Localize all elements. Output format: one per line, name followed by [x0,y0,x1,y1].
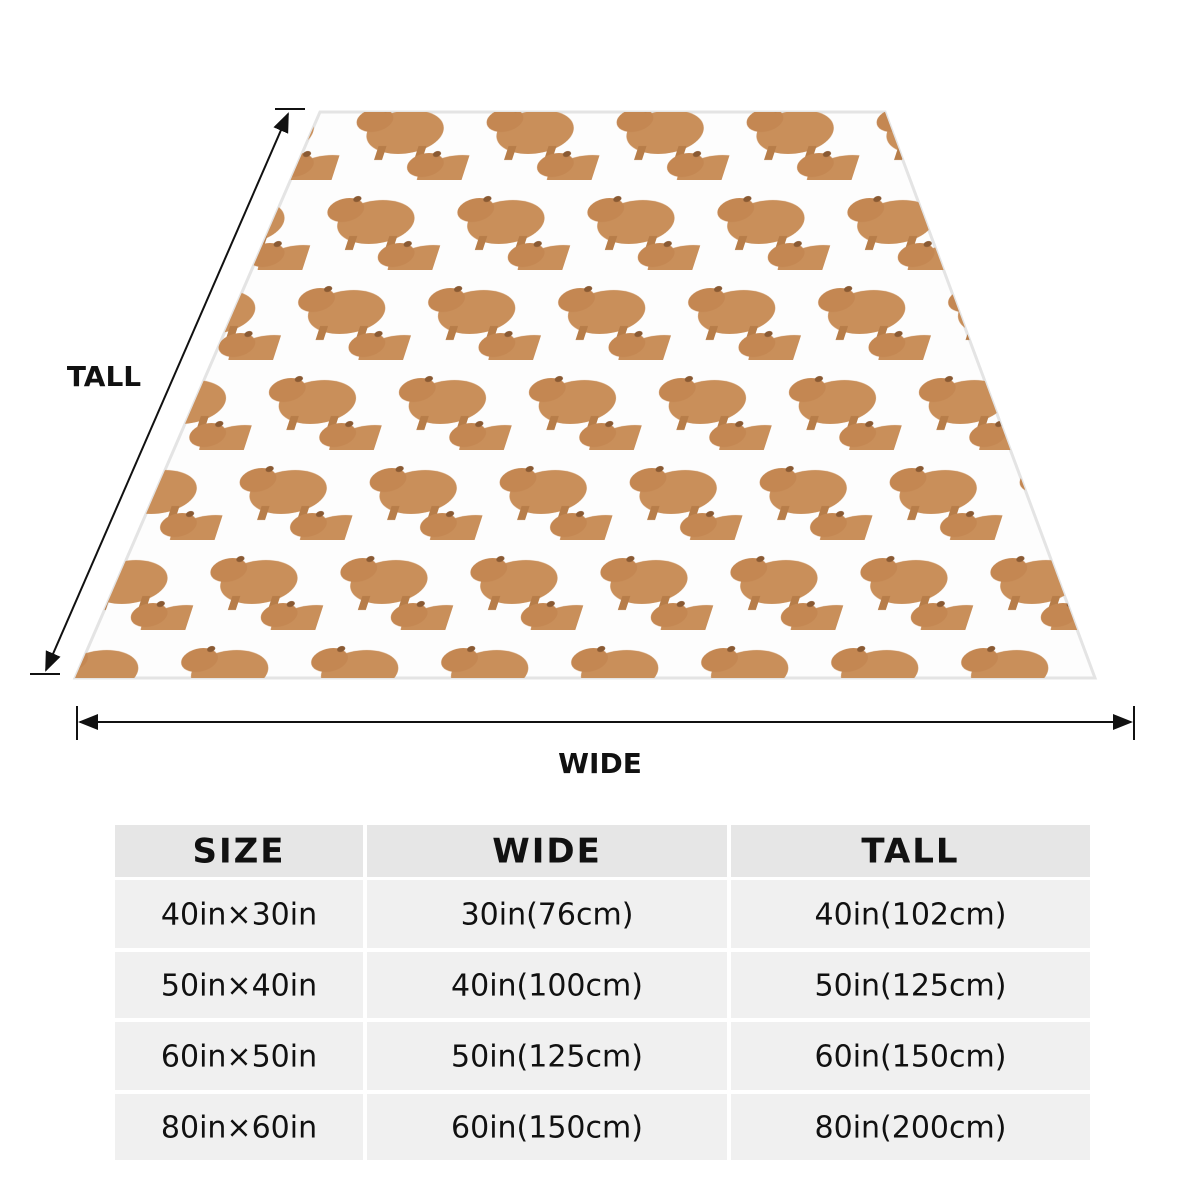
table-cell [367,825,727,877]
cell-text: 60in(150cm) [451,1111,643,1146]
dimension-arrows [30,108,1135,740]
cell-text: 40in(102cm) [815,898,1007,933]
table-cell [731,880,1090,948]
wide-label: WIDE [558,747,642,780]
header-cell-text: SIZE [192,832,285,872]
cell-text: 80in(200cm) [815,1111,1007,1146]
table-cell [731,1094,1090,1160]
cell-text: 60in×50in [161,1040,317,1075]
table-cell [367,952,727,1018]
table-cell [731,1022,1090,1090]
table-cell [115,1094,363,1160]
cell-text: 40in(100cm) [451,969,643,1004]
cell-text: 50in(125cm) [815,969,1007,1004]
table-cell [367,1094,727,1160]
table-cell [115,952,363,1018]
cell-text: 40in×30in [161,898,317,933]
cell-text: 80in×60in [161,1111,317,1146]
cell-text: 50in(125cm) [451,1040,643,1075]
table-cell [115,1022,363,1090]
size-table: SIZE WIDE TALL 40in×30in 30in(76cm) 40in(102c… [115,825,1090,1160]
table-cell [115,880,363,948]
table-cell [367,880,727,948]
cell-text: 30in(76cm) [461,898,634,933]
tall-label: TALL [67,360,141,393]
header-cell-text: WIDE [492,832,602,872]
cell-text: 60in(150cm) [815,1040,1007,1075]
table-cell [731,952,1090,1018]
cell-text: 50in×40in [161,969,317,1004]
table-cell [731,825,1090,877]
table-cell [367,1022,727,1090]
table-cell [115,825,363,877]
blanket [72,110,1098,680]
header-cell-text: TALL [861,832,959,872]
